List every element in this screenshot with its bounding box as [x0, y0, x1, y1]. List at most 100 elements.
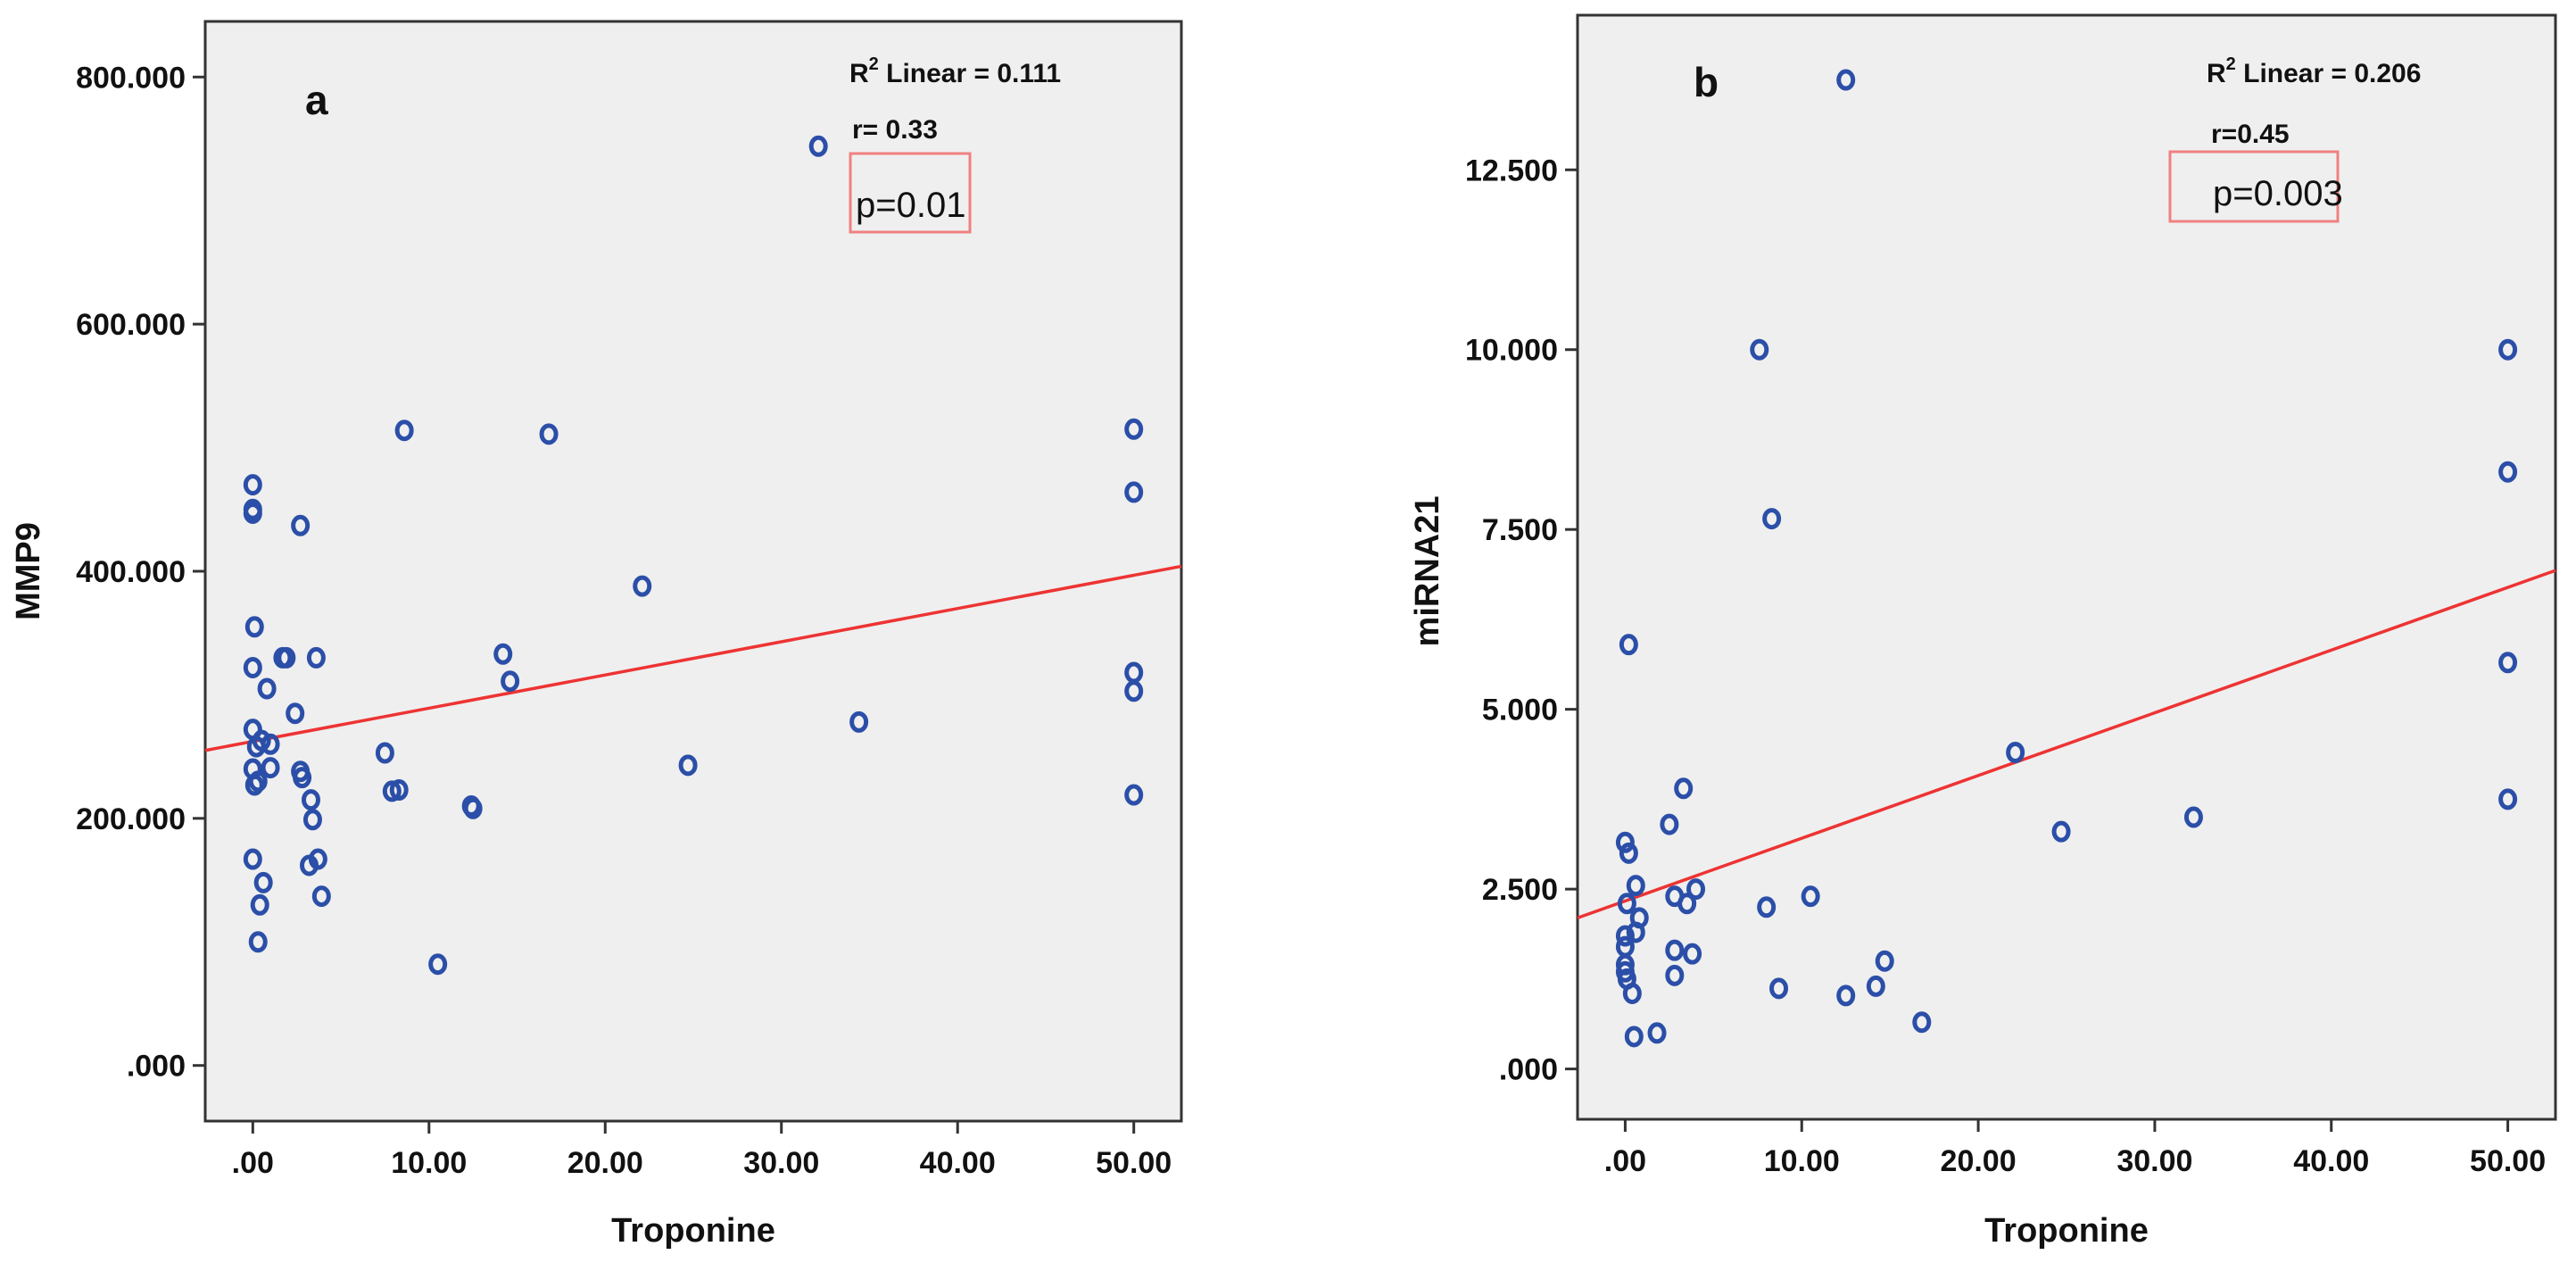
panel-a-y-tick-label: 400.000 [76, 555, 186, 589]
panel-a-data-point [243, 502, 262, 524]
panel-a-p-label: p=0.01 [856, 186, 965, 225]
panel-a-data-point [244, 774, 264, 796]
panel-a-data-point [375, 742, 394, 764]
panel-a-data-point [808, 135, 828, 157]
panel-a-data-point [311, 885, 331, 908]
panel-b-data-point [1619, 842, 1638, 864]
panel-a-data-point [493, 643, 513, 665]
panel-b-data-point [1769, 977, 1789, 1000]
panel-b-y-tick-label: 12.500 [1465, 154, 1558, 187]
panel-b-data-point [2006, 742, 2025, 764]
panel-a-fit-line-group [204, 564, 1182, 752]
panel-a-y-axis-title: MMP9 [10, 522, 47, 620]
panel-b-data-point [2051, 820, 2071, 843]
panel-a-data-point [250, 893, 269, 916]
panel-a-data-point [849, 710, 869, 733]
panel-a-data-point [286, 702, 305, 725]
panel-b-data-point [1647, 1022, 1667, 1044]
panel-a-data-point [678, 754, 698, 777]
panel-a-data-point [1124, 784, 1144, 806]
panel-a-data-point [248, 931, 268, 953]
panel-b-r2-label: R2 Linear = 0.206 [2207, 54, 2421, 88]
panel-a-data-point [291, 514, 311, 536]
panel-b-plot-background [1576, 13, 2557, 1121]
panel-b-data-point [1665, 939, 1685, 961]
panel-b-x-axis-title: Troponine [1984, 1212, 2149, 1250]
panel-a-data-point [501, 670, 520, 693]
panel-b-data-point [1622, 982, 1642, 1004]
panel-a-letter: a [305, 77, 328, 123]
panel-b-y-ticks: .000 2.500 5.000 7.500 10.000 12.500 [1465, 154, 1578, 1087]
panel-a-data-point [1124, 418, 1144, 440]
panel-a-x-axis-title: Troponine [611, 1212, 775, 1250]
panel-a-x-tick-label: 10.00 [391, 1146, 467, 1180]
panel-b-y-tick-label: .000 [1499, 1053, 1558, 1087]
panel-b-data-point [1660, 813, 1679, 835]
panel-a-data-point [463, 797, 483, 819]
panel-b-x-tick-label: 40.00 [2293, 1144, 2369, 1178]
panel-b-data-point [1866, 975, 1885, 997]
panel-a-y-tick-label: 600.000 [76, 308, 186, 342]
panel-b-data-point [1912, 1011, 1932, 1034]
panel-b-y-tick-label: 2.500 [1482, 873, 1558, 907]
panel-a-data-point [306, 646, 326, 669]
panel-a-x-tick-label: .00 [232, 1146, 274, 1180]
panel-a-data-point [633, 575, 652, 597]
panel-a-data-point [1124, 481, 1144, 503]
panel-b: .000 2.500 5.000 7.500 10.000 12.500 .00 10.00… [1409, 13, 2557, 1250]
panel-b-x-tick-label: .00 [1604, 1144, 1646, 1178]
panel-b-y-tick-label: 5.000 [1482, 694, 1558, 727]
panel-a-r2-label: R2 Linear = 0.111 [849, 54, 1061, 88]
panel-a: .000 200.000 400.000 600.000 800.000 .00 10.0… [10, 20, 1183, 1250]
panel-a-data-point [252, 729, 271, 752]
panel-a-data-point [389, 779, 409, 802]
panel-a-y-tick-label: 800.000 [76, 61, 186, 95]
panel-b-data-point [1615, 925, 1635, 947]
panel-b-data-point [1762, 508, 1782, 530]
panel-b-data-point [1801, 885, 1820, 908]
panel-a-points [243, 135, 1144, 976]
panel-b-x-tick-label: 30.00 [2116, 1144, 2192, 1178]
panel-b-p-label: p=0.003 [2213, 174, 2343, 213]
panel-b-data-point [1836, 985, 1856, 1007]
panel-b-data-point [1624, 1026, 1644, 1048]
panel-b-data-point [1626, 875, 1645, 897]
panel-a-data-point [277, 646, 296, 669]
panel-a-data-point [308, 848, 327, 870]
panel-b-data-point [1665, 964, 1685, 986]
panel-b-fit-line-group [1577, 569, 2556, 920]
panel-b-data-point [2498, 788, 2518, 810]
panel-a-data-point [293, 767, 312, 789]
panel-b-fit-line [1577, 569, 2556, 920]
panel-b-data-point [2183, 806, 2203, 828]
panel-b-y-tick-label: 7.500 [1482, 513, 1558, 547]
panel-b-data-point [2498, 652, 2518, 674]
panel-b-data-point [1629, 907, 1649, 929]
panel-a-data-point [261, 757, 280, 779]
panel-a-data-point [257, 677, 277, 700]
panel-b-data-point [1619, 634, 1638, 656]
panel-a-y-tick-label: 200.000 [76, 802, 186, 836]
panel-a-data-point [539, 423, 559, 445]
panel-a-fit-line [204, 564, 1182, 752]
panel-b-x-tick-label: 50.00 [2470, 1144, 2546, 1178]
panel-a-data-point [428, 953, 448, 976]
panel-a-data-point [253, 871, 273, 893]
panel-a-y-tick-label: .000 [127, 1050, 186, 1084]
panel-b-data-point [1683, 943, 1702, 965]
panel-a-data-point [244, 616, 264, 638]
panel-b-r-label: r=0.45 [2211, 120, 2290, 149]
panel-b-points [1615, 69, 2518, 1048]
panel-b-letter: b [1694, 59, 1719, 105]
panel-b-data-point [1686, 878, 1706, 901]
panel-a-y-ticks: .000 200.000 400.000 600.000 800.000 [76, 61, 205, 1084]
panel-a-p-box [849, 152, 972, 234]
panel-a-data-point [243, 474, 262, 496]
panel-a-x-tick-label: 40.00 [920, 1146, 996, 1180]
panel-b-y-axis-title: miRNA21 [1409, 496, 1446, 647]
panel-a-data-point [243, 656, 262, 678]
panel-b-x-ticks: .00 10.00 20.00 30.00 40.00 50.00 [1604, 1119, 2546, 1178]
panel-b-data-point [1757, 896, 1777, 918]
panel-b-data-point [1617, 893, 1636, 915]
panel-b-data-point [1750, 338, 1769, 361]
